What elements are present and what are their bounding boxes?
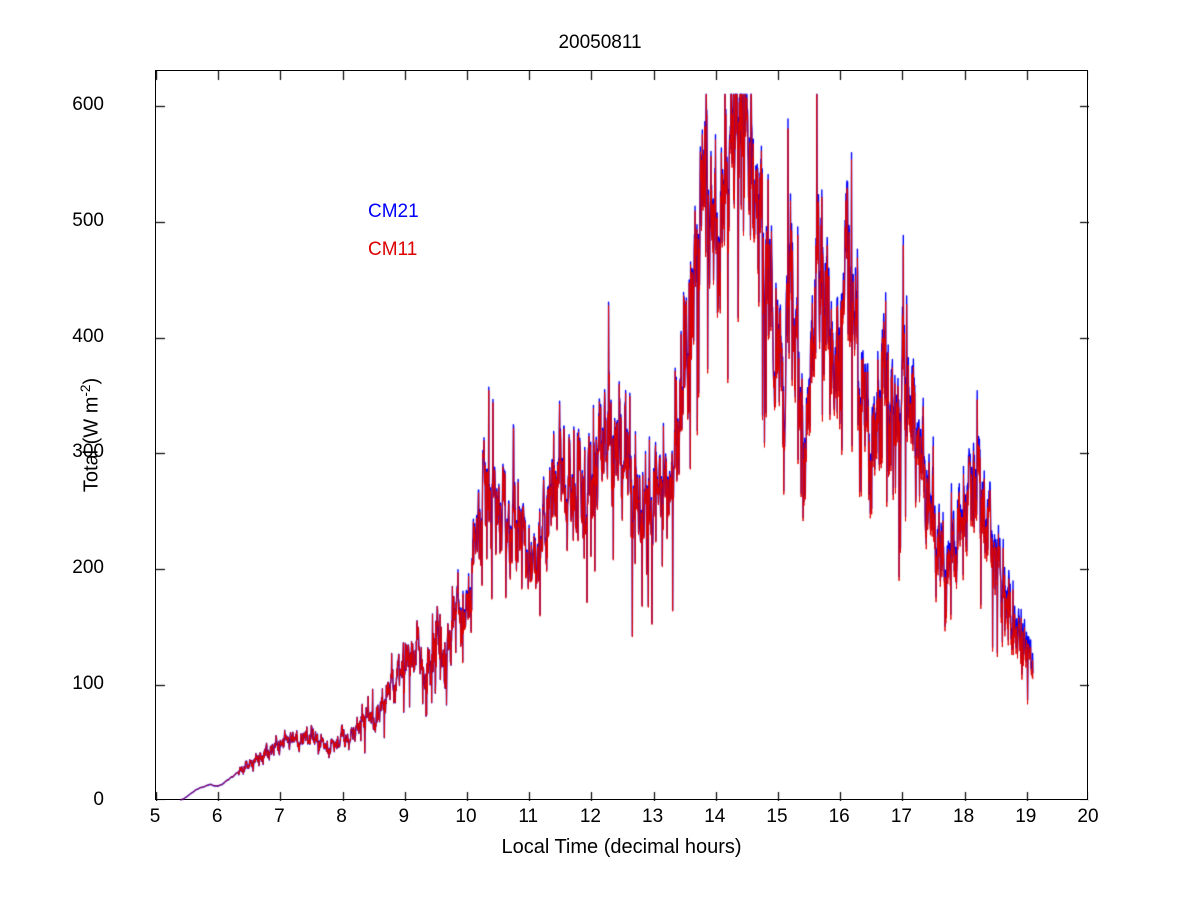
x-tick-label: 16 xyxy=(828,806,850,827)
legend-entry-cm21: CM21 xyxy=(368,201,419,222)
y-tick-label: 0 xyxy=(93,789,104,810)
x-tick-label: 11 xyxy=(518,806,539,827)
y-tick-label: 300 xyxy=(72,441,104,463)
x-tick-label: 15 xyxy=(766,806,788,827)
y-tick-label: 500 xyxy=(72,209,104,231)
y-tick-label: 100 xyxy=(72,673,104,695)
x-tick-label: 9 xyxy=(398,806,410,827)
x-tick-label: 14 xyxy=(704,806,726,827)
y-axis-label-exponent: -2 xyxy=(78,384,93,397)
x-tick-label: 6 xyxy=(211,806,223,827)
x-tick-label: 13 xyxy=(642,806,664,827)
x-tick-label: 19 xyxy=(1015,806,1037,827)
y-tick-label: 600 xyxy=(72,93,104,115)
x-axis-label: Local Time (decimal hours) xyxy=(501,836,742,858)
y-axis-label-suffix: ) xyxy=(80,377,103,385)
legend-entry-cm11: CM11 xyxy=(368,239,418,260)
chart-canvas xyxy=(156,71,1089,801)
x-tick-label: 7 xyxy=(274,806,285,827)
x-tick-label: 8 xyxy=(336,806,347,827)
x-tick-label: 20 xyxy=(1077,806,1099,827)
x-tick-label: 5 xyxy=(149,806,161,827)
y-axis-label-wrap: Total (W m-2) xyxy=(78,70,118,800)
y-tick-label: 200 xyxy=(72,557,104,579)
y-tick-label: 400 xyxy=(72,325,104,347)
x-tick-label: 10 xyxy=(455,806,477,827)
x-tick-label: 12 xyxy=(579,806,601,827)
x-tick-label: 18 xyxy=(953,806,975,827)
y-axis-label: Total (W m-2) xyxy=(78,70,104,800)
y-axis-label-prefix: Total (W m xyxy=(80,396,103,493)
plot-area: CM21 CM11 xyxy=(155,70,1089,801)
x-tick-label: 17 xyxy=(890,806,912,827)
page-title: 20050811 xyxy=(558,32,642,53)
